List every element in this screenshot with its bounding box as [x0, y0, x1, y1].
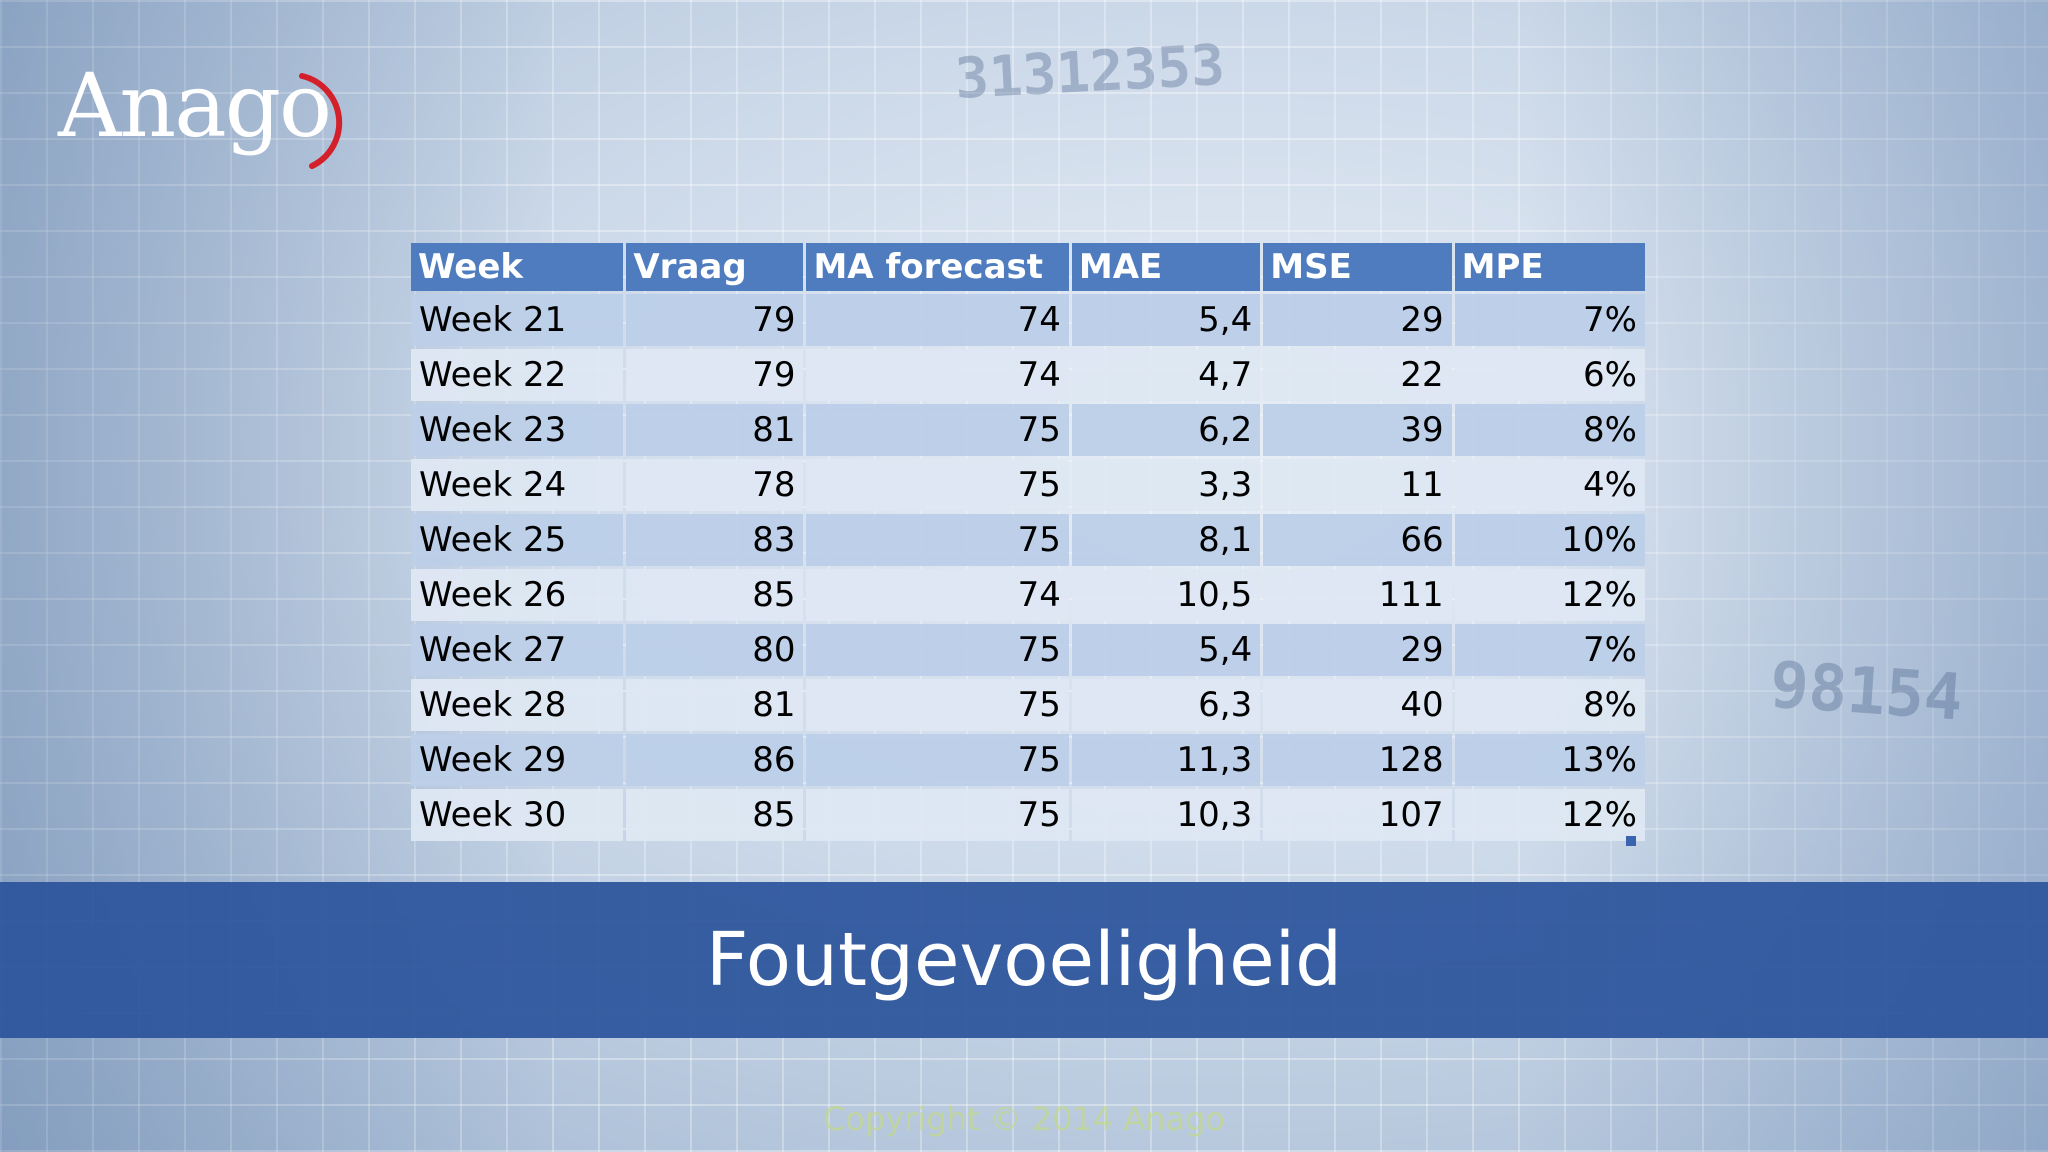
cell-mae: 4,7 [1071, 349, 1261, 401]
cell-mae: 6,3 [1071, 679, 1261, 731]
cell-mae: 6,2 [1071, 404, 1261, 456]
cell-ma-forecast: 75 [806, 679, 1069, 731]
table-resize-handle [1626, 836, 1636, 846]
cell-mse: 22 [1263, 349, 1452, 401]
cell-week: Week 28 [411, 679, 624, 731]
cell-mse: 107 [1263, 789, 1452, 841]
cell-mae: 11,3 [1071, 734, 1261, 786]
cell-mpe: 13% [1454, 734, 1645, 786]
cell-mae: 5,4 [1071, 294, 1261, 346]
table-row: Week 23 81 75 6,2 39 8% [411, 404, 1645, 456]
background-number-2: 98154 [1767, 648, 1966, 736]
cell-week: Week 24 [411, 459, 624, 511]
cell-vraag: 81 [626, 679, 804, 731]
slide-title: Foutgevoeligheid [705, 917, 1343, 1003]
cell-week: Week 26 [411, 569, 624, 621]
table-row: Week 28 81 75 6,3 40 8% [411, 679, 1645, 731]
cell-ma-forecast: 75 [806, 459, 1069, 511]
cell-mpe: 10% [1454, 514, 1645, 566]
header-mpe: MPE [1454, 243, 1645, 291]
header-mse: MSE [1263, 243, 1452, 291]
cell-ma-forecast: 74 [806, 294, 1069, 346]
error-table: Week Vraag MA forecast MAE MSE MPE Week … [408, 240, 1648, 844]
cell-mse: 11 [1263, 459, 1452, 511]
cell-ma-forecast: 74 [806, 349, 1069, 401]
cell-mae: 8,1 [1071, 514, 1261, 566]
cell-mse: 29 [1263, 294, 1452, 346]
cell-week: Week 30 [411, 789, 624, 841]
cell-vraag: 86 [626, 734, 804, 786]
title-banner: Foutgevoeligheid [0, 882, 2048, 1038]
cell-mpe: 12% [1454, 789, 1645, 841]
cell-week: Week 27 [411, 624, 624, 676]
table-row: Week 29 86 75 11,3 128 13% [411, 734, 1645, 786]
cell-mae: 5,4 [1071, 624, 1261, 676]
table-row: Week 24 78 75 3,3 11 4% [411, 459, 1645, 511]
cell-mpe: 8% [1454, 404, 1645, 456]
table-row: Week 22 79 74 4,7 22 6% [411, 349, 1645, 401]
cell-mpe: 8% [1454, 679, 1645, 731]
cell-week: Week 23 [411, 404, 624, 456]
cell-mpe: 12% [1454, 569, 1645, 621]
cell-vraag: 79 [626, 294, 804, 346]
cell-vraag: 85 [626, 789, 804, 841]
anago-logo: Anago [58, 62, 343, 172]
cell-week: Week 21 [411, 294, 624, 346]
cell-mse: 128 [1263, 734, 1452, 786]
cell-mse: 39 [1263, 404, 1452, 456]
cell-vraag: 83 [626, 514, 804, 566]
logo-arc-icon [299, 73, 343, 169]
table-header-row: Week Vraag MA forecast MAE MSE MPE [411, 243, 1645, 291]
cell-week: Week 25 [411, 514, 624, 566]
cell-vraag: 85 [626, 569, 804, 621]
cell-ma-forecast: 75 [806, 514, 1069, 566]
logo-text: Anago [58, 54, 332, 157]
cell-ma-forecast: 75 [806, 404, 1069, 456]
table-row: Week 27 80 75 5,4 29 7% [411, 624, 1645, 676]
cell-vraag: 79 [626, 349, 804, 401]
cell-ma-forecast: 75 [806, 789, 1069, 841]
header-mae: MAE [1071, 243, 1261, 291]
cell-mpe: 7% [1454, 624, 1645, 676]
cell-ma-forecast: 74 [806, 569, 1069, 621]
cell-ma-forecast: 75 [806, 734, 1069, 786]
cell-mae: 10,5 [1071, 569, 1261, 621]
cell-mpe: 4% [1454, 459, 1645, 511]
error-table-container: Week Vraag MA forecast MAE MSE MPE Week … [408, 240, 1645, 844]
copyright-footer: Copyright © 2014 Anago [823, 1100, 1225, 1138]
cell-mae: 3,3 [1071, 459, 1261, 511]
cell-mse: 66 [1263, 514, 1452, 566]
table-row: Week 21 79 74 5,4 29 7% [411, 294, 1645, 346]
cell-week: Week 22 [411, 349, 624, 401]
cell-mse: 29 [1263, 624, 1452, 676]
table-row: Week 26 85 74 10,5 111 12% [411, 569, 1645, 621]
table-row: Week 25 83 75 8,1 66 10% [411, 514, 1645, 566]
table-row: Week 30 85 75 10,3 107 12% [411, 789, 1645, 841]
cell-vraag: 78 [626, 459, 804, 511]
cell-ma-forecast: 75 [806, 624, 1069, 676]
cell-mse: 111 [1263, 569, 1452, 621]
header-week: Week [411, 243, 624, 291]
cell-mse: 40 [1263, 679, 1452, 731]
cell-mpe: 6% [1454, 349, 1645, 401]
cell-mae: 10,3 [1071, 789, 1261, 841]
cell-vraag: 80 [626, 624, 804, 676]
cell-vraag: 81 [626, 404, 804, 456]
cell-week: Week 29 [411, 734, 624, 786]
cell-mpe: 7% [1454, 294, 1645, 346]
header-ma-forecast: MA forecast [806, 243, 1069, 291]
header-vraag: Vraag [626, 243, 804, 291]
